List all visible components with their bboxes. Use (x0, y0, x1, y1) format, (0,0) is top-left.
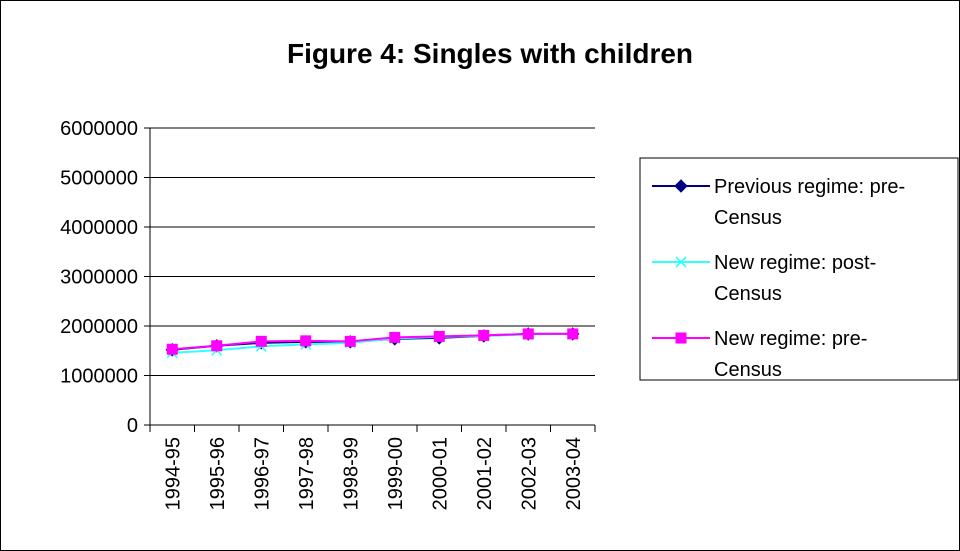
x-tick-label: 1998-99 (340, 437, 362, 510)
y-tick-label: 3000000 (60, 267, 138, 289)
data-point (674, 179, 688, 193)
legend-entry-3: New regime: pre- Census (652, 328, 867, 381)
legend-box (639, 157, 959, 381)
data-point (567, 328, 579, 340)
y-tick-label: 0 (127, 415, 138, 437)
y-tick-label: 5000000 (60, 168, 138, 190)
data-point (478, 329, 490, 341)
data-point (522, 328, 534, 340)
data-point (389, 331, 401, 343)
series-3 (166, 328, 579, 355)
x-tick-label: 1997-98 (296, 437, 318, 510)
legend-label: Previous regime: pre- (714, 176, 905, 198)
y-tick-label: 2000000 (60, 316, 138, 338)
legend-label: Census (714, 207, 782, 229)
x-tick-label: 1999-00 (385, 437, 407, 510)
y-tick-label: 4000000 (60, 217, 138, 239)
x-tick-label: 2002-03 (518, 437, 540, 510)
x-tick-label: 2001-02 (474, 437, 496, 510)
legend-label: Census (714, 359, 782, 381)
plot-area: 0 1000000 2000000 3000000 4000000 5000000 6000… (60, 118, 596, 510)
series-line (172, 332, 573, 351)
data-point (211, 340, 223, 352)
legend-label: New regime: post- (714, 252, 876, 274)
x-tick-label: 2000-01 (429, 437, 451, 510)
legend-entry-1: Previous regime: pre- Census (652, 176, 905, 229)
data-point (300, 335, 312, 347)
legend-entry-2: New regime: post- Census (652, 252, 876, 305)
x-tick-label: 1994-95 (162, 437, 184, 510)
data-point (433, 330, 445, 342)
data-point (675, 256, 687, 268)
chart-title: Figure 4: Singles with children (287, 38, 693, 69)
data-point (255, 335, 267, 347)
y-tick-label: 6000000 (60, 118, 138, 140)
x-tick-label: 1995-96 (207, 437, 229, 510)
data-point (344, 335, 356, 347)
data-point (675, 332, 687, 344)
legend-label: New regime: pre- (714, 328, 867, 350)
data-point (166, 343, 178, 355)
legend-label: Census (714, 283, 782, 305)
x-tick-label: 1996-97 (251, 437, 273, 510)
y-tick-label: 1000000 (60, 366, 138, 388)
x-tick-label: 2003-04 (563, 437, 585, 510)
